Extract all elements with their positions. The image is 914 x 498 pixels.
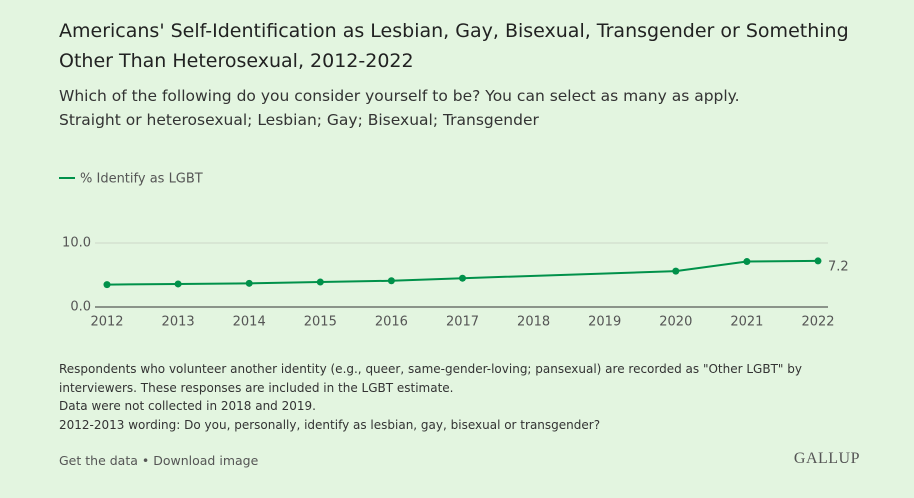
x-tick-label: 2014 — [233, 315, 266, 330]
link[interactable]: Get the data — [59, 453, 138, 468]
y-tick-label: 0.0 — [70, 300, 91, 315]
x-tick-label: 2013 — [162, 315, 195, 330]
x-tick-label: 2020 — [659, 315, 692, 330]
note: Data were not collected in 2018 and 2019… — [59, 399, 316, 413]
legend-label: % Identify as LGBT — [80, 172, 203, 187]
link[interactable]: Download image — [153, 453, 259, 468]
data-label: 7.2 — [828, 259, 849, 274]
note: Respondents who volunteer another identi… — [59, 362, 802, 395]
x-tick-label: 2022 — [801, 315, 834, 330]
notes: Respondents who volunteer another identi… — [59, 360, 859, 434]
x-tick-label: 2016 — [375, 315, 408, 330]
point — [387, 277, 395, 285]
chart: 0.0 10.0 2012 2013 2014 2015 2016 2017 2018 2019 2… — [59, 172, 849, 330]
point — [316, 278, 324, 286]
subtitle: Straight or heterosexual; Lesbian; Gay; … — [59, 111, 539, 129]
x-tick-label: 2018 — [517, 315, 550, 330]
x-tick-label: 2021 — [730, 315, 763, 330]
point — [672, 267, 680, 275]
x-tick-label: 2019 — [588, 315, 621, 330]
point — [103, 281, 111, 289]
point — [743, 258, 751, 266]
x-tick-label: 2017 — [446, 315, 479, 330]
y-tick-label: 10.0 — [62, 236, 91, 251]
subtitle: Which of the following do you consider y… — [59, 87, 740, 105]
brand: GALLUP — [793, 450, 860, 467]
point — [245, 279, 253, 287]
footer: Get the data • Download image — [59, 453, 259, 468]
point — [174, 280, 182, 288]
chart-title: Americans' Self-Identification as Lesbia… — [59, 20, 849, 72]
point — [814, 257, 822, 265]
point — [459, 274, 466, 282]
x-tick-label: 2015 — [304, 315, 337, 330]
note: 2012-2013 wording: Do you, personally, i… — [59, 417, 601, 432]
x-tick-label: 2012 — [90, 315, 123, 330]
